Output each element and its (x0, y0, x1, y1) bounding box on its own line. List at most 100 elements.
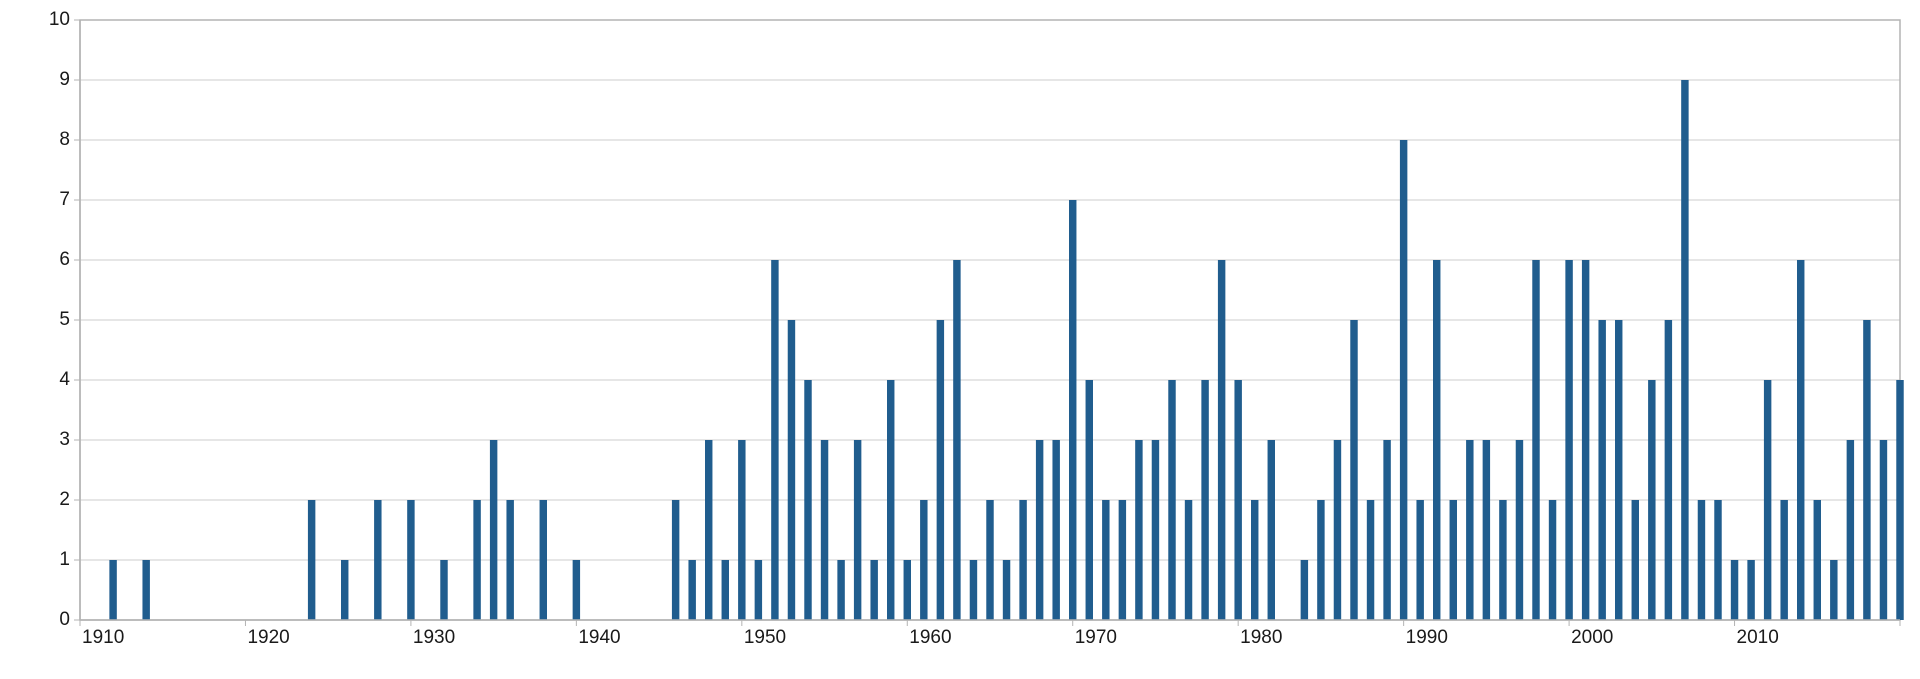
bar (887, 380, 894, 620)
bar (341, 560, 348, 620)
bar (1499, 500, 1506, 620)
bar (1747, 560, 1754, 620)
bar (920, 500, 927, 620)
bar (821, 440, 828, 620)
bar (1102, 500, 1109, 620)
bar (506, 500, 513, 620)
bar (1665, 320, 1672, 620)
bar (440, 560, 447, 620)
bar (837, 560, 844, 620)
bar (688, 560, 695, 620)
bar (854, 440, 861, 620)
x-tick-label: 1970 (1075, 627, 1117, 648)
bar (1416, 500, 1423, 620)
bar (722, 560, 729, 620)
bar (771, 260, 778, 620)
chart-svg: 0123456789101910192019301940195019601970… (0, 0, 1920, 679)
bar (308, 500, 315, 620)
bar (1400, 140, 1407, 620)
bar (1234, 380, 1241, 620)
bar (1433, 260, 1440, 620)
bar (1003, 560, 1010, 620)
bar (1847, 440, 1854, 620)
bar (970, 560, 977, 620)
x-tick-label: 1960 (909, 627, 951, 648)
bar (937, 320, 944, 620)
x-tick-label: 1990 (1406, 627, 1448, 648)
bar (1119, 500, 1126, 620)
bar (1615, 320, 1622, 620)
bar (953, 260, 960, 620)
y-tick-label: 5 (59, 309, 70, 330)
bar (705, 440, 712, 620)
bar (1648, 380, 1655, 620)
bar (1086, 380, 1093, 620)
bar (1483, 440, 1490, 620)
bar (1069, 200, 1076, 620)
bar (755, 560, 762, 620)
y-tick-label: 1 (59, 549, 70, 570)
bar (1367, 500, 1374, 620)
bar (1052, 440, 1059, 620)
x-tick-label: 1930 (413, 627, 455, 648)
y-tick-label: 0 (59, 609, 70, 630)
bar (1764, 380, 1771, 620)
bar (374, 500, 381, 620)
bar (1301, 560, 1308, 620)
bar (490, 440, 497, 620)
y-tick-label: 9 (59, 69, 70, 90)
y-tick-label: 4 (59, 369, 70, 390)
bar (407, 500, 414, 620)
bar (1830, 560, 1837, 620)
bar (1549, 500, 1556, 620)
bar (788, 320, 795, 620)
bar (1797, 260, 1804, 620)
bar (1350, 320, 1357, 620)
bar (1334, 440, 1341, 620)
bar (1251, 500, 1258, 620)
bar (738, 440, 745, 620)
bar (142, 560, 149, 620)
bar (540, 500, 547, 620)
bar (1383, 440, 1390, 620)
bar (1896, 380, 1903, 620)
bar (1268, 440, 1275, 620)
y-tick-label: 2 (59, 489, 70, 510)
bar (1036, 440, 1043, 620)
bar (1863, 320, 1870, 620)
y-tick-label: 7 (59, 189, 70, 210)
bar (1681, 80, 1688, 620)
bar (1780, 500, 1787, 620)
bar-chart: 0123456789101910192019301940195019601970… (0, 0, 1920, 679)
bar (1185, 500, 1192, 620)
bar (870, 560, 877, 620)
bar (1019, 500, 1026, 620)
y-tick-label: 8 (59, 129, 70, 150)
bar (904, 560, 911, 620)
bar (804, 380, 811, 620)
x-tick-label: 1920 (247, 627, 289, 648)
bar (1201, 380, 1208, 620)
x-tick-label: 1940 (578, 627, 620, 648)
bar (1135, 440, 1142, 620)
bar (1516, 440, 1523, 620)
x-tick-label: 2000 (1571, 627, 1613, 648)
x-tick-label: 1910 (82, 627, 124, 648)
x-tick-label: 2010 (1737, 627, 1779, 648)
bar (1731, 560, 1738, 620)
bar (1317, 500, 1324, 620)
bar (986, 500, 993, 620)
y-tick-label: 10 (49, 9, 70, 30)
bar (1532, 260, 1539, 620)
bar (1814, 500, 1821, 620)
y-tick-label: 6 (59, 249, 70, 270)
bar (1582, 260, 1589, 620)
bar (1152, 440, 1159, 620)
x-tick-label: 1980 (1240, 627, 1282, 648)
bar (672, 500, 679, 620)
bar (1632, 500, 1639, 620)
bar (1450, 500, 1457, 620)
bar (1168, 380, 1175, 620)
bar (1218, 260, 1225, 620)
bar (1466, 440, 1473, 620)
